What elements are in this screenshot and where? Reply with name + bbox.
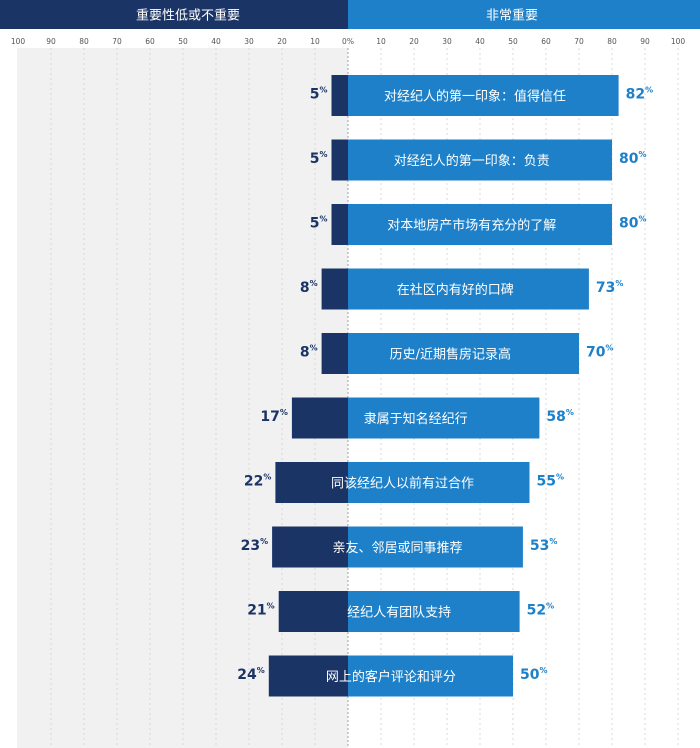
value-label-right: 80% <box>619 215 647 232</box>
bar-left <box>331 75 348 116</box>
category-label: 在社区内有好的口碑 <box>397 282 514 298</box>
category-label: 历史/近期售房记录高 <box>390 347 511 363</box>
bars: 对经纪人的第一印象：值得信任 5% 82% 对经纪人的第一印象：负责 5% 80% 对本地房… <box>237 75 653 697</box>
bar-right <box>348 268 589 310</box>
bar-right <box>348 139 612 181</box>
bar-left <box>331 139 348 181</box>
tick-label: 50 <box>178 37 188 46</box>
bar-left <box>278 591 348 632</box>
value-label-right: 55% <box>537 473 565 490</box>
bar-right <box>348 397 540 439</box>
category-label: 隶属于知名经纪行 <box>364 411 468 427</box>
value-label-right: 70% <box>586 344 614 361</box>
category-label: 经纪人有团队支持 <box>347 606 451 621</box>
value-label-left: 24% <box>237 666 265 683</box>
tick-label: 100 <box>11 37 26 46</box>
value-label-right: 73% <box>596 279 624 296</box>
value-label-right: 53% <box>530 537 558 554</box>
bar-right <box>348 655 513 697</box>
category-label: 对本地房产市场有充分的了解 <box>387 218 556 234</box>
bar-right <box>348 204 612 245</box>
tick-label: 20 <box>277 37 287 46</box>
category-label: 对经纪人的第一印象：值得信任 <box>384 89 566 105</box>
value-label-left: 23% <box>241 537 269 554</box>
header-right-band <box>348 0 700 29</box>
tick-label: 30 <box>244 37 254 46</box>
tick-label: 80 <box>607 37 617 46</box>
tick-label: 10 <box>376 37 386 46</box>
bar-left <box>331 204 348 245</box>
value-label-left: 21% <box>247 602 275 619</box>
bar-left <box>321 333 348 374</box>
tick-label: 60 <box>145 37 155 46</box>
value-label-right: 50% <box>520 666 548 683</box>
tick-label: 0% <box>342 37 354 46</box>
category-label: 对经纪人的第一印象：负责 <box>394 153 550 169</box>
value-label-left: 17% <box>260 408 288 425</box>
tick-label: 30 <box>442 37 452 46</box>
tick-label: 80 <box>79 37 89 46</box>
tick-label: 90 <box>640 37 650 46</box>
tick-label: 70 <box>112 37 122 46</box>
header-left-label: 重要性低或不重要 <box>136 8 240 24</box>
value-label-left: 5% <box>310 150 328 167</box>
value-label-left: 5% <box>310 215 328 232</box>
tick-label: 60 <box>541 37 551 46</box>
bar-right <box>348 462 530 503</box>
bar-left <box>272 526 348 568</box>
header-left-band <box>0 0 348 29</box>
tick-label: 10 <box>310 37 320 46</box>
bar-left <box>275 462 348 503</box>
value-label-right: 52% <box>527 602 555 619</box>
tick-label: 40 <box>211 37 221 46</box>
value-label-left: 8% <box>300 344 318 361</box>
tick-label: 100 <box>671 37 686 46</box>
header-right-label: 非常重要 <box>486 8 538 24</box>
bar-right <box>348 333 579 374</box>
header-bar: 重要性低或不重要 非常重要 <box>0 0 700 29</box>
x-axis-ticks: 100 90 80 70 60 50 40 30 20 10 0% 10 20 30 40 50 60 70 80 9… <box>11 37 686 46</box>
value-label-left: 22% <box>244 473 272 490</box>
tick-label: 90 <box>46 37 56 46</box>
bar-left <box>321 268 348 310</box>
tick-label: 40 <box>475 37 485 46</box>
value-label-left: 5% <box>310 86 328 103</box>
tick-label: 70 <box>574 37 584 46</box>
bar-left <box>268 655 348 697</box>
category-label: 同该经纪人以前有过合作 <box>331 476 474 492</box>
category-label: 网上的客户评论和评分 <box>326 669 456 685</box>
bar-left <box>291 397 348 439</box>
bar-right <box>348 526 523 568</box>
tick-label: 20 <box>409 37 419 46</box>
bar-right <box>348 591 520 632</box>
bar-right <box>348 75 619 116</box>
value-label-right: 80% <box>619 150 647 167</box>
value-label-left: 8% <box>300 279 318 296</box>
value-label-right: 82% <box>626 86 654 103</box>
value-label-right: 58% <box>546 408 574 425</box>
tick-label: 50 <box>508 37 518 46</box>
category-label: 亲友、邻居或同事推荐 <box>332 540 462 556</box>
